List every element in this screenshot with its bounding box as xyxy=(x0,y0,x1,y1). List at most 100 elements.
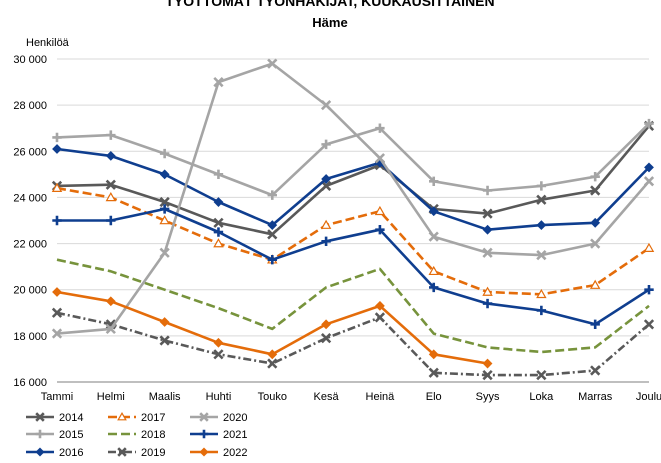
data-point xyxy=(536,305,547,316)
data-point xyxy=(35,447,45,457)
data-point xyxy=(375,300,385,311)
data-point xyxy=(35,412,45,422)
legend-label: 2022 xyxy=(223,447,247,459)
data-point xyxy=(320,333,332,344)
data-point xyxy=(590,365,601,376)
data-point xyxy=(51,182,63,192)
legend-item-2017: 2017 xyxy=(108,411,165,424)
data-point xyxy=(35,429,45,439)
data-point xyxy=(482,286,493,296)
data-point xyxy=(267,190,277,200)
data-point xyxy=(51,307,63,318)
data-point xyxy=(589,279,601,289)
series-line xyxy=(56,122,650,197)
data-point xyxy=(52,287,62,297)
data-point xyxy=(213,197,224,207)
data-point xyxy=(590,217,601,228)
data-point xyxy=(321,139,331,150)
x-tick-labels: Tammi Helmi Maalis Huhti Touko Kesä Heinä Elo Sy… xyxy=(41,391,661,403)
data-point xyxy=(267,349,278,360)
data-point xyxy=(213,169,224,180)
data-point xyxy=(590,238,601,249)
data-point xyxy=(106,130,116,140)
y-tick-labels: 16 000 18 000 20 000 22 000 24 000 26 000 28 0… xyxy=(13,54,47,389)
legend-item-2018: 2018 xyxy=(108,429,165,441)
x-tick-label: Heinä xyxy=(366,391,396,403)
data-point xyxy=(590,171,600,182)
legend: 2014 2015 2016 2017 2018 2019 2020 2021 2022 xyxy=(26,411,247,459)
data-point xyxy=(644,285,654,295)
data-point xyxy=(429,176,439,186)
x-tick-label: Joulu xyxy=(636,391,661,403)
y-tick-label: 16 000 xyxy=(13,377,47,389)
data-point xyxy=(482,185,493,196)
data-point xyxy=(213,349,224,360)
data-point xyxy=(320,219,332,229)
data-point xyxy=(267,229,278,240)
data-point xyxy=(482,298,493,309)
legend-item-2022: 2022 xyxy=(190,447,247,459)
data-point xyxy=(267,220,278,231)
data-point xyxy=(482,247,493,258)
y-tick-label: 30 000 xyxy=(13,54,47,66)
data-point xyxy=(482,358,493,369)
series-2014 xyxy=(51,120,655,240)
data-point xyxy=(159,247,170,258)
data-point xyxy=(105,296,116,307)
data-point xyxy=(159,169,170,180)
series-line xyxy=(56,147,650,231)
data-point xyxy=(428,265,439,276)
x-tick-label: Maalis xyxy=(149,391,181,403)
series-2022 xyxy=(52,287,493,369)
data-point xyxy=(536,369,547,381)
series-line xyxy=(56,186,650,296)
x-tick-label: Kesä xyxy=(314,391,340,403)
data-point xyxy=(117,447,127,457)
x-tick-label: Marras xyxy=(578,391,613,403)
series-line xyxy=(56,62,650,335)
legend-label: 2015 xyxy=(59,429,83,441)
data-point xyxy=(159,196,170,208)
x-tick-label: Touko xyxy=(258,391,287,403)
chart-title: TYÖTTÖMÄT TYÖNHAKIJAT, KUUKAUSITTAINEN xyxy=(165,0,494,9)
series-line xyxy=(57,207,650,326)
data-point xyxy=(267,255,277,265)
data-point xyxy=(52,132,62,143)
series-2021 xyxy=(52,204,654,330)
chart-subtitle: Häme xyxy=(312,15,347,30)
series-2016 xyxy=(52,144,654,235)
data-point xyxy=(428,349,439,360)
data-point xyxy=(51,328,63,339)
data-point xyxy=(428,206,439,217)
data-point xyxy=(590,185,601,196)
data-point xyxy=(428,367,439,378)
legend-item-2021: 2021 xyxy=(190,429,247,441)
y-tick-label: 20 000 xyxy=(13,285,47,297)
data-point xyxy=(159,204,170,214)
data-point xyxy=(536,249,547,261)
legend-item-2015: 2015 xyxy=(26,429,83,441)
data-point xyxy=(267,58,278,69)
data-point xyxy=(643,176,655,187)
data-point xyxy=(321,236,331,246)
data-point xyxy=(374,312,386,323)
data-point xyxy=(536,194,547,205)
series-2019 xyxy=(51,307,655,381)
legend-label: 2014 xyxy=(59,412,83,424)
data-point xyxy=(199,429,209,439)
data-point xyxy=(590,319,600,330)
data-point xyxy=(213,227,224,237)
y-tick-label: 24 000 xyxy=(13,192,47,204)
legend-label: 2020 xyxy=(223,412,247,424)
data-point xyxy=(199,447,209,457)
data-point xyxy=(159,335,170,346)
y-tick-label: 22 000 xyxy=(13,239,47,251)
series-line xyxy=(56,311,650,377)
data-point xyxy=(375,123,385,133)
x-tick-label: Loka xyxy=(529,391,554,403)
series-line xyxy=(56,125,650,236)
data-point xyxy=(482,224,493,235)
data-point xyxy=(213,217,224,228)
legend-label: 2019 xyxy=(141,447,165,459)
